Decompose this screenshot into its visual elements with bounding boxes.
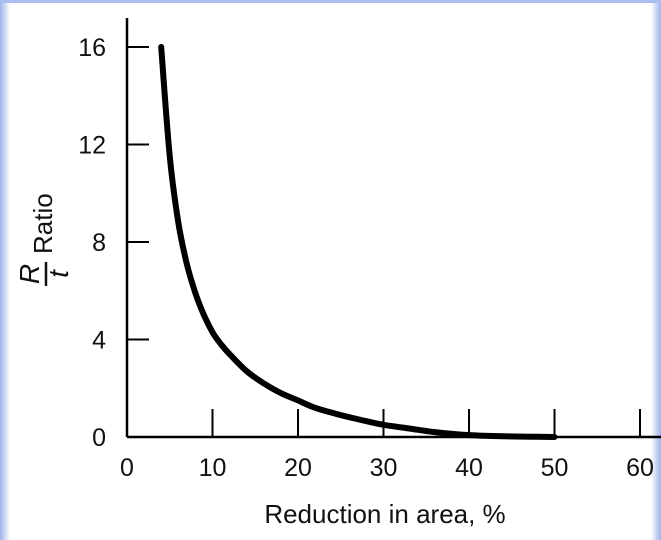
y-axis-title-numerator: R [14,264,45,284]
x-tick-label: 20 [284,454,312,482]
y-tick-label: 4 [92,327,106,355]
y-tick-label: 12 [78,132,106,160]
x-axis-title: Reduction in area, % [264,499,505,529]
series-line [158,44,558,440]
y-tick-label: 0 [92,424,106,452]
y-axis-title-text: Ratio [28,193,58,254]
y-tick-label: 8 [92,229,106,257]
y-tick-label: 16 [78,34,106,62]
x-tick-label: 0 [120,454,134,482]
x-tick-label: 60 [626,454,654,482]
axes [125,18,661,439]
y-axis-title-denominator: t [43,269,74,278]
ticks [127,46,641,437]
x-tick-label: 50 [541,454,569,482]
x-tick-label: 40 [455,454,483,482]
tick-labels: 0 10 20 30 40 50 60 0 4 8 12 16 [78,34,654,482]
x-tick-label: 30 [370,454,398,482]
y-axis-title: R t Ratio [14,193,74,286]
x-tick-label: 10 [199,454,227,482]
